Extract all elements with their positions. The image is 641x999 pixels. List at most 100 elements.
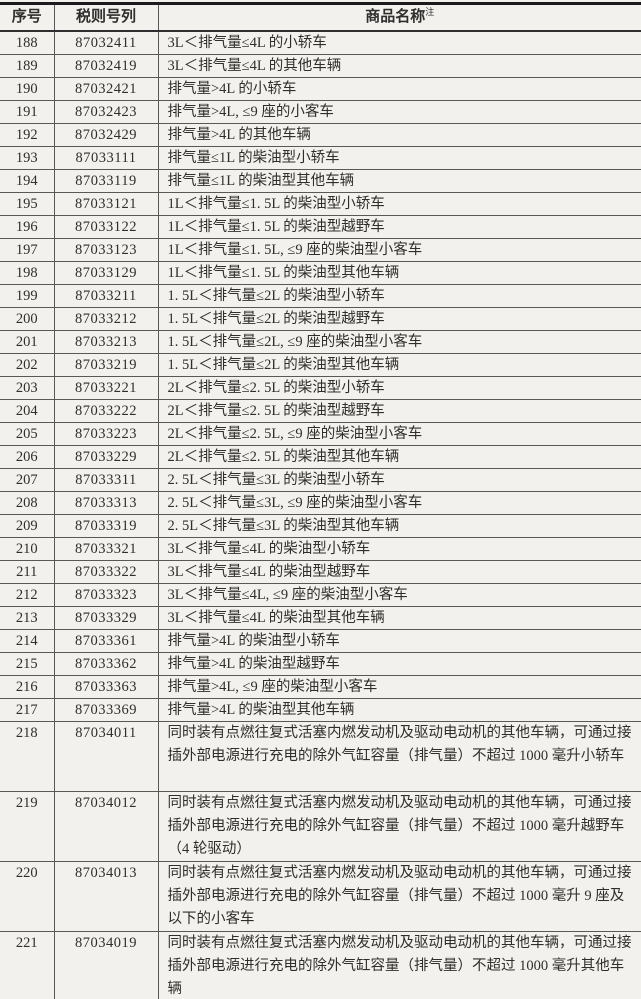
tariff-code-cell: 87033223 xyxy=(53,422,158,446)
serial-cell: 217 xyxy=(0,698,54,722)
table-row: 201 87033213 1. 5L＜排气量≤2L, ≤9 座的柴油型小客车 xyxy=(0,330,641,354)
table-row: 200 87033212 1. 5L＜排气量≤2L 的柴油型越野车 xyxy=(0,307,641,331)
table-row: 194 87033119 排气量≤1L 的柴油型其他车辆 xyxy=(0,169,641,193)
table-row: 199 87033211 1. 5L＜排气量≤2L 的柴油型小轿车 xyxy=(0,284,641,308)
tariff-code-cell: 87033222 xyxy=(53,399,158,423)
serial-cell: 194 xyxy=(0,169,54,193)
tariff-code-cell: 87033129 xyxy=(53,261,158,285)
table-row: 212 87033323 3L＜排气量≤4L, ≤9 座的柴油型小客车 xyxy=(0,583,641,607)
column-header-tariff-code: 税则号列 xyxy=(53,3,158,32)
product-name-cell: 1. 5L＜排气量≤2L 的柴油型其他车辆 xyxy=(157,353,641,377)
table-body: 188 87032411 3L＜排气量≤4L 的小轿车 189 87032419… xyxy=(0,31,641,999)
serial-cell: 198 xyxy=(0,261,54,285)
serial-cell: 199 xyxy=(0,284,54,308)
product-name-cell: 排气量≤1L 的柴油型其他车辆 xyxy=(157,169,641,193)
table-row: 207 87033311 2. 5L＜排气量≤3L 的柴油型小轿车 xyxy=(0,468,641,492)
product-name-cell: 同时装有点燃往复式活塞内燃发动机及驱动电动机的其他车辆，可通过接插外部电源进行充… xyxy=(157,861,641,932)
tariff-code-cell: 87032423 xyxy=(53,100,158,124)
serial-cell: 191 xyxy=(0,100,54,124)
serial-cell: 202 xyxy=(0,353,54,377)
product-name-label: 商品名称 xyxy=(365,9,426,25)
table-row: 188 87032411 3L＜排气量≤4L 的小轿车 xyxy=(0,31,641,55)
table-row: 195 87033121 1L＜排气量≤1. 5L 的柴油型小轿车 xyxy=(0,192,641,216)
tariff-code-cell: 87033361 xyxy=(53,629,158,653)
tariff-code-cell: 87033221 xyxy=(53,376,158,400)
table-row: 208 87033313 2. 5L＜排气量≤3L, ≤9 座的柴油型小客车 xyxy=(0,491,641,515)
tariff-code-cell: 87033362 xyxy=(53,652,158,676)
product-name-cell: 1L＜排气量≤1. 5L, ≤9 座的柴油型小客车 xyxy=(157,238,641,262)
serial-cell: 207 xyxy=(0,468,54,492)
product-name-cell: 2. 5L＜排气量≤3L 的柴油型其他车辆 xyxy=(157,514,641,538)
table-row: 198 87033129 1L＜排气量≤1. 5L 的柴油型其他车辆 xyxy=(0,261,641,285)
table-row: 216 87033363 排气量>4L, ≤9 座的柴油型小客车 xyxy=(0,675,641,699)
product-name-cell: 2L＜排气量≤2. 5L, ≤9 座的柴油型小客车 xyxy=(157,422,641,446)
product-name-cell: 1. 5L＜排气量≤2L, ≤9 座的柴油型小客车 xyxy=(157,330,641,354)
serial-cell: 197 xyxy=(0,238,54,262)
table-row: 219 87034012 同时装有点燃往复式活塞内燃发动机及驱动电动机的其他车辆… xyxy=(0,791,641,862)
serial-cell: 220 xyxy=(0,861,54,932)
tariff-code-cell: 87034019 xyxy=(53,931,158,999)
tariff-code-cell: 87034012 xyxy=(53,791,158,862)
tariff-code-cell: 87032419 xyxy=(53,54,158,78)
product-name-cell: 3L＜排气量≤4L 的其他车辆 xyxy=(157,54,641,78)
serial-cell: 213 xyxy=(0,606,54,630)
product-name-cell: 3L＜排气量≤4L 的柴油型小轿车 xyxy=(157,537,641,561)
tariff-code-cell: 87033229 xyxy=(53,445,158,469)
table-row: 209 87033319 2. 5L＜排气量≤3L 的柴油型其他车辆 xyxy=(0,514,641,538)
product-name-cell: 同时装有点燃往复式活塞内燃发动机及驱动电动机的其他车辆，可通过接插外部电源进行充… xyxy=(157,931,641,999)
serial-cell: 206 xyxy=(0,445,54,469)
table-row: 211 87033322 3L＜排气量≤4L 的柴油型越野车 xyxy=(0,560,641,584)
table-row: 193 87033111 排气量≤1L 的柴油型小轿车 xyxy=(0,146,641,170)
product-name-cell: 排气量≤1L 的柴油型小轿车 xyxy=(157,146,641,170)
serial-cell: 205 xyxy=(0,422,54,446)
product-name-cell: 排气量>4L, ≤9 座的小客车 xyxy=(157,100,641,124)
product-name-cell: 1. 5L＜排气量≤2L 的柴油型小轿车 xyxy=(157,284,641,308)
product-name-cell: 同时装有点燃往复式活塞内燃发动机及驱动电动机的其他车辆，可通过接插外部电源进行充… xyxy=(157,791,641,862)
product-name-cell: 3L＜排气量≤4L 的小轿车 xyxy=(157,31,641,55)
product-name-cell: 2L＜排气量≤2. 5L 的柴油型越野车 xyxy=(157,399,641,423)
tariff-code-cell: 87033111 xyxy=(53,146,158,170)
serial-cell: 189 xyxy=(0,54,54,78)
table-row: 217 87033369 排气量>4L 的柴油型其他车辆 xyxy=(0,698,641,722)
product-name-cell: 同时装有点燃往复式活塞内燃发动机及驱动电动机的其他车辆，可通过接插外部电源进行充… xyxy=(157,721,641,792)
serial-cell: 211 xyxy=(0,560,54,584)
serial-cell: 204 xyxy=(0,399,54,423)
table-row: 204 87033222 2L＜排气量≤2. 5L 的柴油型越野车 xyxy=(0,399,641,423)
tariff-code-cell: 87033219 xyxy=(53,353,158,377)
serial-cell: 192 xyxy=(0,123,54,147)
serial-cell: 200 xyxy=(0,307,54,331)
table-row: 191 87032423 排气量>4L, ≤9 座的小客车 xyxy=(0,100,641,124)
product-name-cell: 1L＜排气量≤1. 5L 的柴油型小轿车 xyxy=(157,192,641,216)
product-name-cell: 排气量>4L 的其他车辆 xyxy=(157,123,641,147)
table-header: 序号 税则号列 商品名称注 xyxy=(0,3,641,32)
serial-cell: 216 xyxy=(0,675,54,699)
table-row: 213 87033329 3L＜排气量≤4L 的柴油型其他车辆 xyxy=(0,606,641,630)
table-row: 206 87033229 2L＜排气量≤2. 5L 的柴油型其他车辆 xyxy=(0,445,641,469)
table-row: 196 87033122 1L＜排气量≤1. 5L 的柴油型越野车 xyxy=(0,215,641,239)
table-row: 215 87033362 排气量>4L 的柴油型越野车 xyxy=(0,652,641,676)
product-name-cell: 1L＜排气量≤1. 5L 的柴油型其他车辆 xyxy=(157,261,641,285)
table-row: 192 87032429 排气量>4L 的其他车辆 xyxy=(0,123,641,147)
serial-cell: 193 xyxy=(0,146,54,170)
product-name-cell: 排气量>4L, ≤9 座的柴油型小客车 xyxy=(157,675,641,699)
tariff-code-cell: 87033369 xyxy=(53,698,158,722)
tariff-code-cell: 87033323 xyxy=(53,583,158,607)
tariff-code-cell: 87034011 xyxy=(53,721,158,792)
header-row: 序号 税则号列 商品名称注 xyxy=(0,3,641,32)
serial-cell: 219 xyxy=(0,791,54,862)
product-name-cell: 1L＜排气量≤1. 5L 的柴油型越野车 xyxy=(157,215,641,239)
product-name-cell: 排气量>4L 的小轿车 xyxy=(157,77,641,101)
serial-cell: 212 xyxy=(0,583,54,607)
product-name-cell: 3L＜排气量≤4L 的柴油型越野车 xyxy=(157,560,641,584)
table-row: 218 87034011 同时装有点燃往复式活塞内燃发动机及驱动电动机的其他车辆… xyxy=(0,721,641,792)
serial-cell: 214 xyxy=(0,629,54,653)
serial-cell: 221 xyxy=(0,931,54,999)
product-name-cell: 2L＜排气量≤2. 5L 的柴油型其他车辆 xyxy=(157,445,641,469)
column-header-serial: 序号 xyxy=(0,3,54,32)
tariff-code-cell: 87033213 xyxy=(53,330,158,354)
tariff-code-cell: 87033121 xyxy=(53,192,158,216)
tariff-code-cell: 87033123 xyxy=(53,238,158,262)
tariff-code-cell: 87033313 xyxy=(53,491,158,515)
